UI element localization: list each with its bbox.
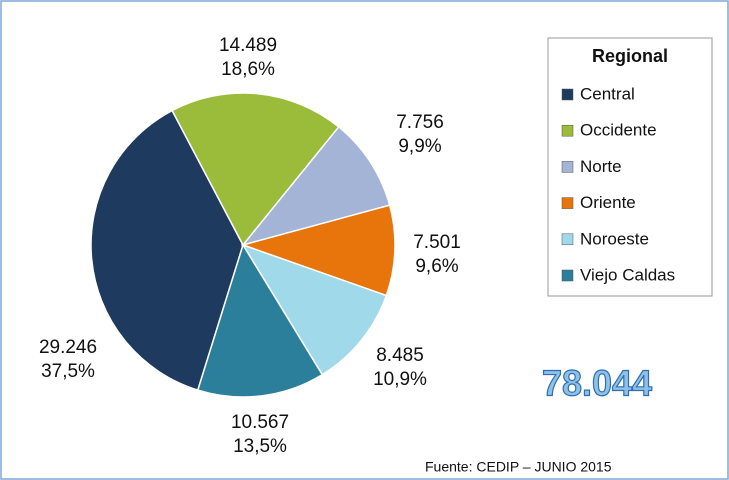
percent-label: 37,5% bbox=[41, 361, 95, 382]
legend-title: Regional bbox=[592, 46, 668, 66]
value-label: 14.489 bbox=[219, 35, 277, 56]
percent-label: 9,6% bbox=[415, 256, 458, 277]
legend-box bbox=[547, 37, 713, 297]
legend-label: Norte bbox=[580, 157, 622, 176]
legend-swatch bbox=[561, 233, 574, 246]
pie-slice bbox=[171, 92, 340, 247]
legend-swatch bbox=[561, 88, 574, 101]
legend-swatch bbox=[561, 161, 574, 173]
legend-label: Noroeste bbox=[580, 229, 649, 248]
percent-label: 10,9% bbox=[373, 369, 427, 390]
pie-slice bbox=[196, 243, 324, 398]
percent-label: 9,9% bbox=[398, 136, 441, 157]
value-label: 10.567 bbox=[231, 412, 289, 433]
pie-slice bbox=[240, 125, 391, 247]
percent-label: 13,5% bbox=[233, 436, 287, 457]
legend-label: Occidente bbox=[580, 121, 657, 140]
legend-swatch bbox=[561, 269, 574, 282]
value-label: 7.756 bbox=[396, 112, 444, 133]
total: 78.044 bbox=[542, 363, 652, 404]
legend-swatch bbox=[561, 124, 574, 137]
percent-label: 18,6% bbox=[221, 59, 275, 80]
value-label: 29.246 bbox=[39, 337, 97, 358]
legend-label: Oriente bbox=[580, 193, 636, 212]
value-label: 8.485 bbox=[376, 345, 424, 366]
pie-slice bbox=[241, 243, 388, 376]
legend-swatch bbox=[561, 197, 574, 209]
source: Fuente: CEDIP – JUNIO 2015 bbox=[425, 459, 612, 475]
pie-slice bbox=[240, 204, 396, 297]
legend-label: Central bbox=[580, 84, 635, 103]
pie-slice bbox=[90, 109, 244, 392]
legend-label: Viejo Caldas bbox=[580, 265, 675, 284]
value-label: 7.501 bbox=[413, 232, 461, 253]
